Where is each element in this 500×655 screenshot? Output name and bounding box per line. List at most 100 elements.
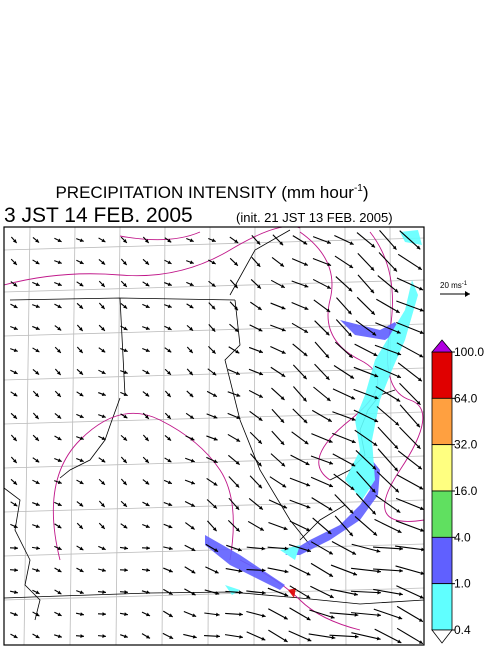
wind-reference-label: 20 ms-1 [440, 281, 468, 290]
wind-arrow [32, 480, 39, 484]
wind-arrow [98, 436, 105, 440]
arrow-shaft [400, 427, 421, 448]
wind-arrow [55, 436, 62, 440]
arrow-shaft [334, 365, 354, 378]
wind-arrow [11, 502, 18, 506]
wind-arrow [120, 348, 127, 352]
title: PRECIPITATION INTENSITY (mm hour-1) [55, 183, 368, 202]
wind-arrow [165, 435, 171, 440]
wind-arrow [310, 586, 333, 598]
wind-arrow [142, 568, 150, 572]
wind-arrow [396, 521, 424, 532]
wind-arrow [163, 633, 173, 638]
wind-arrow [98, 568, 106, 572]
wind-arrow [334, 365, 354, 378]
arrow-shaft [332, 541, 356, 554]
colorbar-label: 16.0 [454, 484, 478, 498]
wind-arrow [185, 458, 195, 462]
wind-arrow [309, 610, 334, 619]
wind-arrow [249, 498, 263, 509]
wind-arrow [400, 405, 420, 428]
wind-arrow [143, 457, 149, 463]
arrow-shaft [398, 363, 422, 381]
wind-arrow [33, 369, 39, 374]
wind-arrow [142, 634, 150, 639]
wind-arrow [54, 634, 62, 638]
wind-arrow [55, 590, 62, 594]
wind-arrow [10, 348, 18, 352]
wind-arrow [98, 392, 105, 396]
wind-arrow [375, 629, 402, 643]
wind-arrow [313, 279, 331, 288]
wind-arrow [120, 568, 128, 572]
wind-arrow [335, 342, 352, 358]
wind-arrow [33, 348, 40, 352]
wind-arrow [33, 260, 40, 264]
wind-arrow [142, 348, 149, 352]
wind-arrow [378, 276, 398, 293]
wind-arrow [54, 238, 61, 242]
arrow-head [193, 635, 197, 639]
wind-arrow [271, 303, 286, 309]
wind-reference-arrow [440, 291, 470, 297]
wind-arrow [250, 411, 263, 420]
wind-arrow [11, 237, 16, 243]
wind-arrow [77, 546, 84, 550]
arrow-shaft [311, 563, 333, 576]
wind-arrow [120, 392, 127, 396]
wind-arrow [333, 454, 355, 466]
wind-arrow [55, 524, 62, 528]
wind-arrow [54, 480, 62, 484]
wind-arrow [229, 477, 239, 488]
wind-arrow [272, 257, 284, 266]
wind-arrow [185, 480, 195, 484]
wind-arrow [120, 634, 128, 638]
wind-arrow [165, 413, 170, 419]
wind-arrow [204, 613, 219, 617]
wind-arrow [252, 257, 261, 267]
wind-arrow [336, 298, 351, 315]
wind-arrow [248, 521, 264, 530]
arrow-shaft [358, 275, 374, 293]
wind-arrow [187, 325, 193, 330]
colorbar-label: 0.4 [454, 623, 471, 637]
arrow-shaft [333, 389, 355, 399]
wind-arrow [76, 568, 83, 572]
wind-arrow [32, 524, 39, 528]
wind-arrow [377, 472, 399, 493]
wind-arrow [99, 259, 105, 264]
colorbar-over [432, 340, 452, 352]
wind-arrow [185, 545, 196, 551]
arrow-head [80, 634, 84, 638]
arrow-head [354, 592, 358, 596]
arrow-shaft [355, 344, 378, 356]
wind-arrow [228, 434, 240, 441]
colorbar-label: 64.0 [454, 391, 478, 405]
wind-arrow [358, 275, 374, 293]
colorbar-segment [432, 537, 452, 583]
wind-arrow [357, 297, 375, 314]
wind-arrow [273, 235, 283, 245]
wind-arrow [142, 304, 149, 308]
wind-arrow [120, 612, 128, 616]
wind-arrow [186, 436, 195, 440]
wind-arrow [33, 435, 39, 441]
wind-arrow [54, 260, 61, 264]
wind-arrow [32, 546, 40, 550]
wind-arrow [230, 302, 238, 310]
arrow-shaft [373, 547, 403, 549]
wind-arrow [313, 237, 331, 244]
arrow-shaft [312, 498, 333, 511]
wind-arrow [10, 568, 18, 572]
wind-arrow [76, 458, 83, 462]
colorbar-segment [432, 584, 452, 630]
wind-arrow [98, 590, 106, 594]
wind-arrow [208, 238, 215, 242]
wind-arrow [121, 281, 127, 287]
wind-arrow [163, 611, 172, 617]
wind-arrow [358, 253, 374, 270]
wind-arrow [77, 347, 82, 353]
wind-arrow [143, 282, 150, 286]
wind-arrow [187, 391, 193, 397]
